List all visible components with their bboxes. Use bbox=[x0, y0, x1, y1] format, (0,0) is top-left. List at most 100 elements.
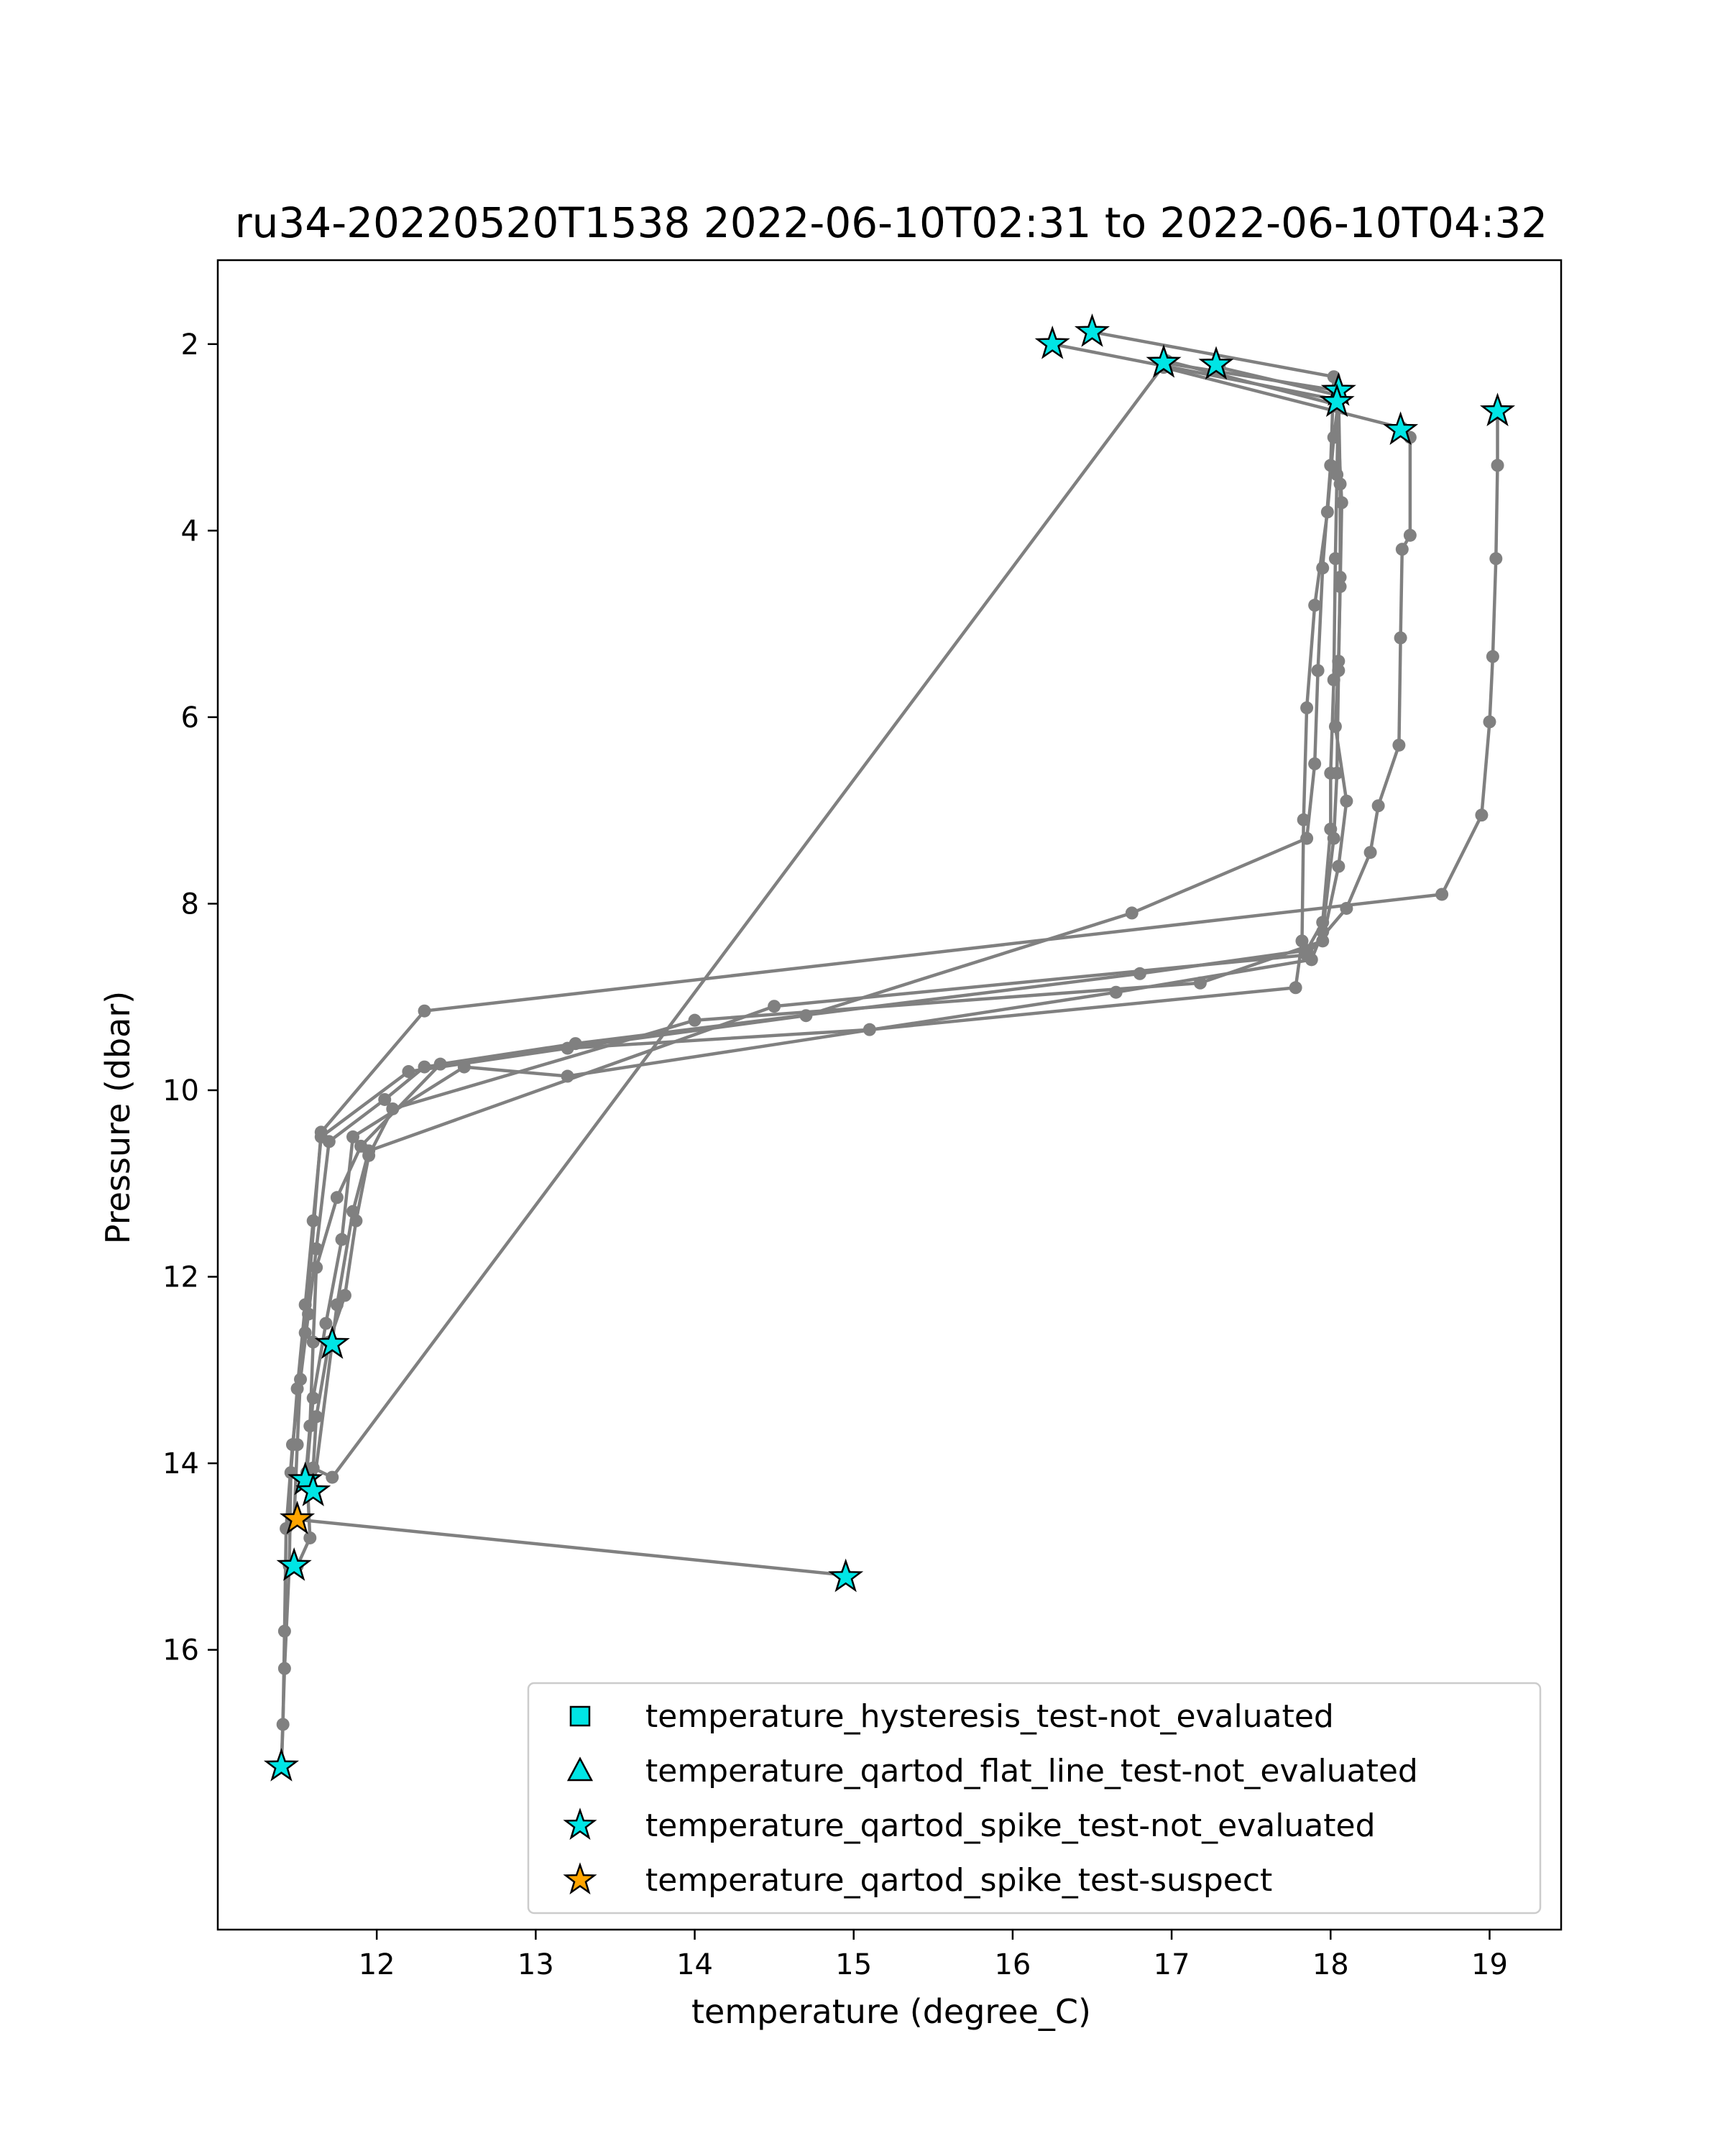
profile-2-point-4 bbox=[1316, 561, 1330, 575]
y-tick-label-12: 12 bbox=[162, 1261, 199, 1294]
flag-marker-3 bbox=[1146, 344, 1182, 378]
profile-4-point-6 bbox=[1330, 766, 1344, 780]
profile-2-point-8 bbox=[1125, 906, 1138, 920]
profile-6-point-4 bbox=[1403, 528, 1417, 542]
profile-1-point-12 bbox=[402, 1065, 415, 1079]
x-tick-label-19: 19 bbox=[1471, 1948, 1508, 1981]
profile-7-point-9 bbox=[314, 1125, 328, 1139]
plot-area bbox=[216, 259, 1563, 1931]
profile-4-point-18 bbox=[303, 1531, 317, 1544]
profile-5-point-11 bbox=[688, 1013, 702, 1027]
x-tick-label-12: 12 bbox=[359, 1948, 395, 1981]
profile-5-point-7 bbox=[1340, 794, 1353, 808]
profile-7-point-4 bbox=[1486, 650, 1499, 663]
profile-4-point-14 bbox=[335, 1233, 349, 1246]
legend-box bbox=[527, 1682, 1542, 1915]
profile-3-point-12 bbox=[433, 1057, 447, 1071]
profile-6-point-8 bbox=[1371, 799, 1385, 813]
flag-marker-11 bbox=[295, 1473, 331, 1506]
profile-4-point-12 bbox=[457, 1060, 471, 1074]
profile-2-point-6 bbox=[1308, 757, 1322, 770]
flag-marker-7 bbox=[1383, 411, 1419, 446]
y-tick-label-8: 8 bbox=[181, 888, 199, 921]
profile-4-point-15 bbox=[319, 1317, 333, 1330]
y-tick-label-4: 4 bbox=[181, 515, 199, 548]
profile-7-point-13 bbox=[277, 1624, 291, 1638]
profile-4-point-7 bbox=[1327, 831, 1340, 845]
flag-marker-13 bbox=[828, 1558, 864, 1593]
profile-1-point-9 bbox=[1289, 981, 1302, 995]
y-tick-label-16: 16 bbox=[162, 1634, 199, 1667]
x-tick-label-17: 17 bbox=[1154, 1948, 1190, 1981]
legend-label-2: temperature_qartod_flat_line_test-not_ev… bbox=[645, 1753, 1418, 1789]
profile-6-point-13 bbox=[362, 1144, 376, 1158]
legend-marker-star-3 bbox=[563, 1807, 597, 1841]
profile-line-1 bbox=[280, 342, 1340, 1766]
profile-1-point-5 bbox=[1308, 599, 1322, 612]
profile-4-point-13 bbox=[346, 1130, 360, 1143]
profile-2-point-12 bbox=[322, 1135, 336, 1148]
profile-7-point-3 bbox=[1489, 552, 1503, 566]
profile-3-point-14 bbox=[330, 1191, 344, 1204]
profile-3-point-11 bbox=[569, 1037, 582, 1051]
y-tick-label-2: 2 bbox=[181, 328, 199, 361]
profile-6-point-6 bbox=[1394, 631, 1407, 645]
profile-3-point-15 bbox=[310, 1261, 323, 1274]
profile-5-point-19 bbox=[326, 1470, 339, 1484]
flag-marker-12 bbox=[276, 1547, 312, 1581]
flag-marker-6 bbox=[1319, 383, 1355, 418]
profile-7-point-14 bbox=[276, 1718, 290, 1731]
flag-marker-15 bbox=[280, 1501, 316, 1534]
flag-marker-14 bbox=[263, 1748, 300, 1782]
flag-marker-8 bbox=[1479, 392, 1516, 427]
profile-line-5 bbox=[311, 359, 1348, 1479]
legend-label-3: temperature_qartod_spike_test-not_evalua… bbox=[645, 1807, 1376, 1844]
profile-7-point-11 bbox=[285, 1438, 299, 1452]
profile-2-point-3 bbox=[1324, 459, 1338, 472]
x-tick-label-16: 16 bbox=[994, 1948, 1031, 1981]
legend-marker-triangle bbox=[566, 1756, 594, 1782]
profile-6-point-11 bbox=[1300, 948, 1314, 962]
profile-2-point-11 bbox=[378, 1092, 392, 1106]
profile-line-2 bbox=[292, 330, 1335, 1577]
flag-marker-4 bbox=[1198, 346, 1234, 380]
profile-6-point-5 bbox=[1395, 543, 1409, 556]
profile-5-point-8 bbox=[1332, 860, 1346, 873]
x-tick-label-15: 15 bbox=[835, 1948, 872, 1981]
profile-5-point-4 bbox=[1333, 580, 1347, 594]
profile-5-point-15 bbox=[338, 1289, 351, 1302]
x-axis-label: temperature (degree_C) bbox=[691, 1992, 1091, 2031]
profile-7-point-10 bbox=[298, 1326, 312, 1340]
profile-6-point-7 bbox=[1392, 738, 1406, 752]
y-tick-label-14: 14 bbox=[162, 1447, 199, 1480]
plot-frame bbox=[216, 259, 1563, 1931]
flag-marker-9 bbox=[314, 1325, 350, 1359]
profile-6-point-9 bbox=[1363, 846, 1377, 860]
legend: temperature_hysteresis_test-not_evaluate… bbox=[527, 1682, 1542, 1915]
y-tick-label-6: 6 bbox=[181, 701, 199, 734]
y-axis: 2 4 6 8 10 12 14 16 bbox=[162, 328, 218, 1667]
legend-label-4: temperature_qartod_spike_test-suspect bbox=[645, 1862, 1272, 1899]
x-tick-label-13: 13 bbox=[518, 1948, 554, 1981]
flag-marker-1 bbox=[1034, 325, 1070, 359]
legend-marker-square bbox=[569, 1705, 591, 1727]
profile-5-point-12 bbox=[386, 1102, 400, 1115]
profile-lines bbox=[275, 325, 1504, 1773]
profile-6-point-15 bbox=[330, 1298, 344, 1312]
legend-marker-star-4 bbox=[563, 1862, 597, 1895]
flag-marker-2 bbox=[1074, 313, 1110, 347]
profile-2-point-7 bbox=[1300, 831, 1314, 845]
profile-4-point-16 bbox=[306, 1391, 320, 1405]
profile-7-point-7 bbox=[1435, 888, 1449, 901]
x-tick-label-14: 14 bbox=[676, 1948, 713, 1981]
profile-5-point-5 bbox=[1332, 655, 1346, 668]
profile-7-point-6 bbox=[1475, 808, 1489, 822]
profile-5-point-6 bbox=[1328, 719, 1342, 733]
profile-6-point-12 bbox=[768, 1000, 781, 1013]
profile-line-6 bbox=[303, 366, 1412, 1493]
legend-label-1: temperature_hysteresis_test-not_evaluate… bbox=[645, 1698, 1334, 1735]
profile-1-point-6 bbox=[1300, 701, 1314, 714]
flag-markers bbox=[263, 313, 1516, 1782]
profile-5-point-3 bbox=[1335, 496, 1348, 510]
